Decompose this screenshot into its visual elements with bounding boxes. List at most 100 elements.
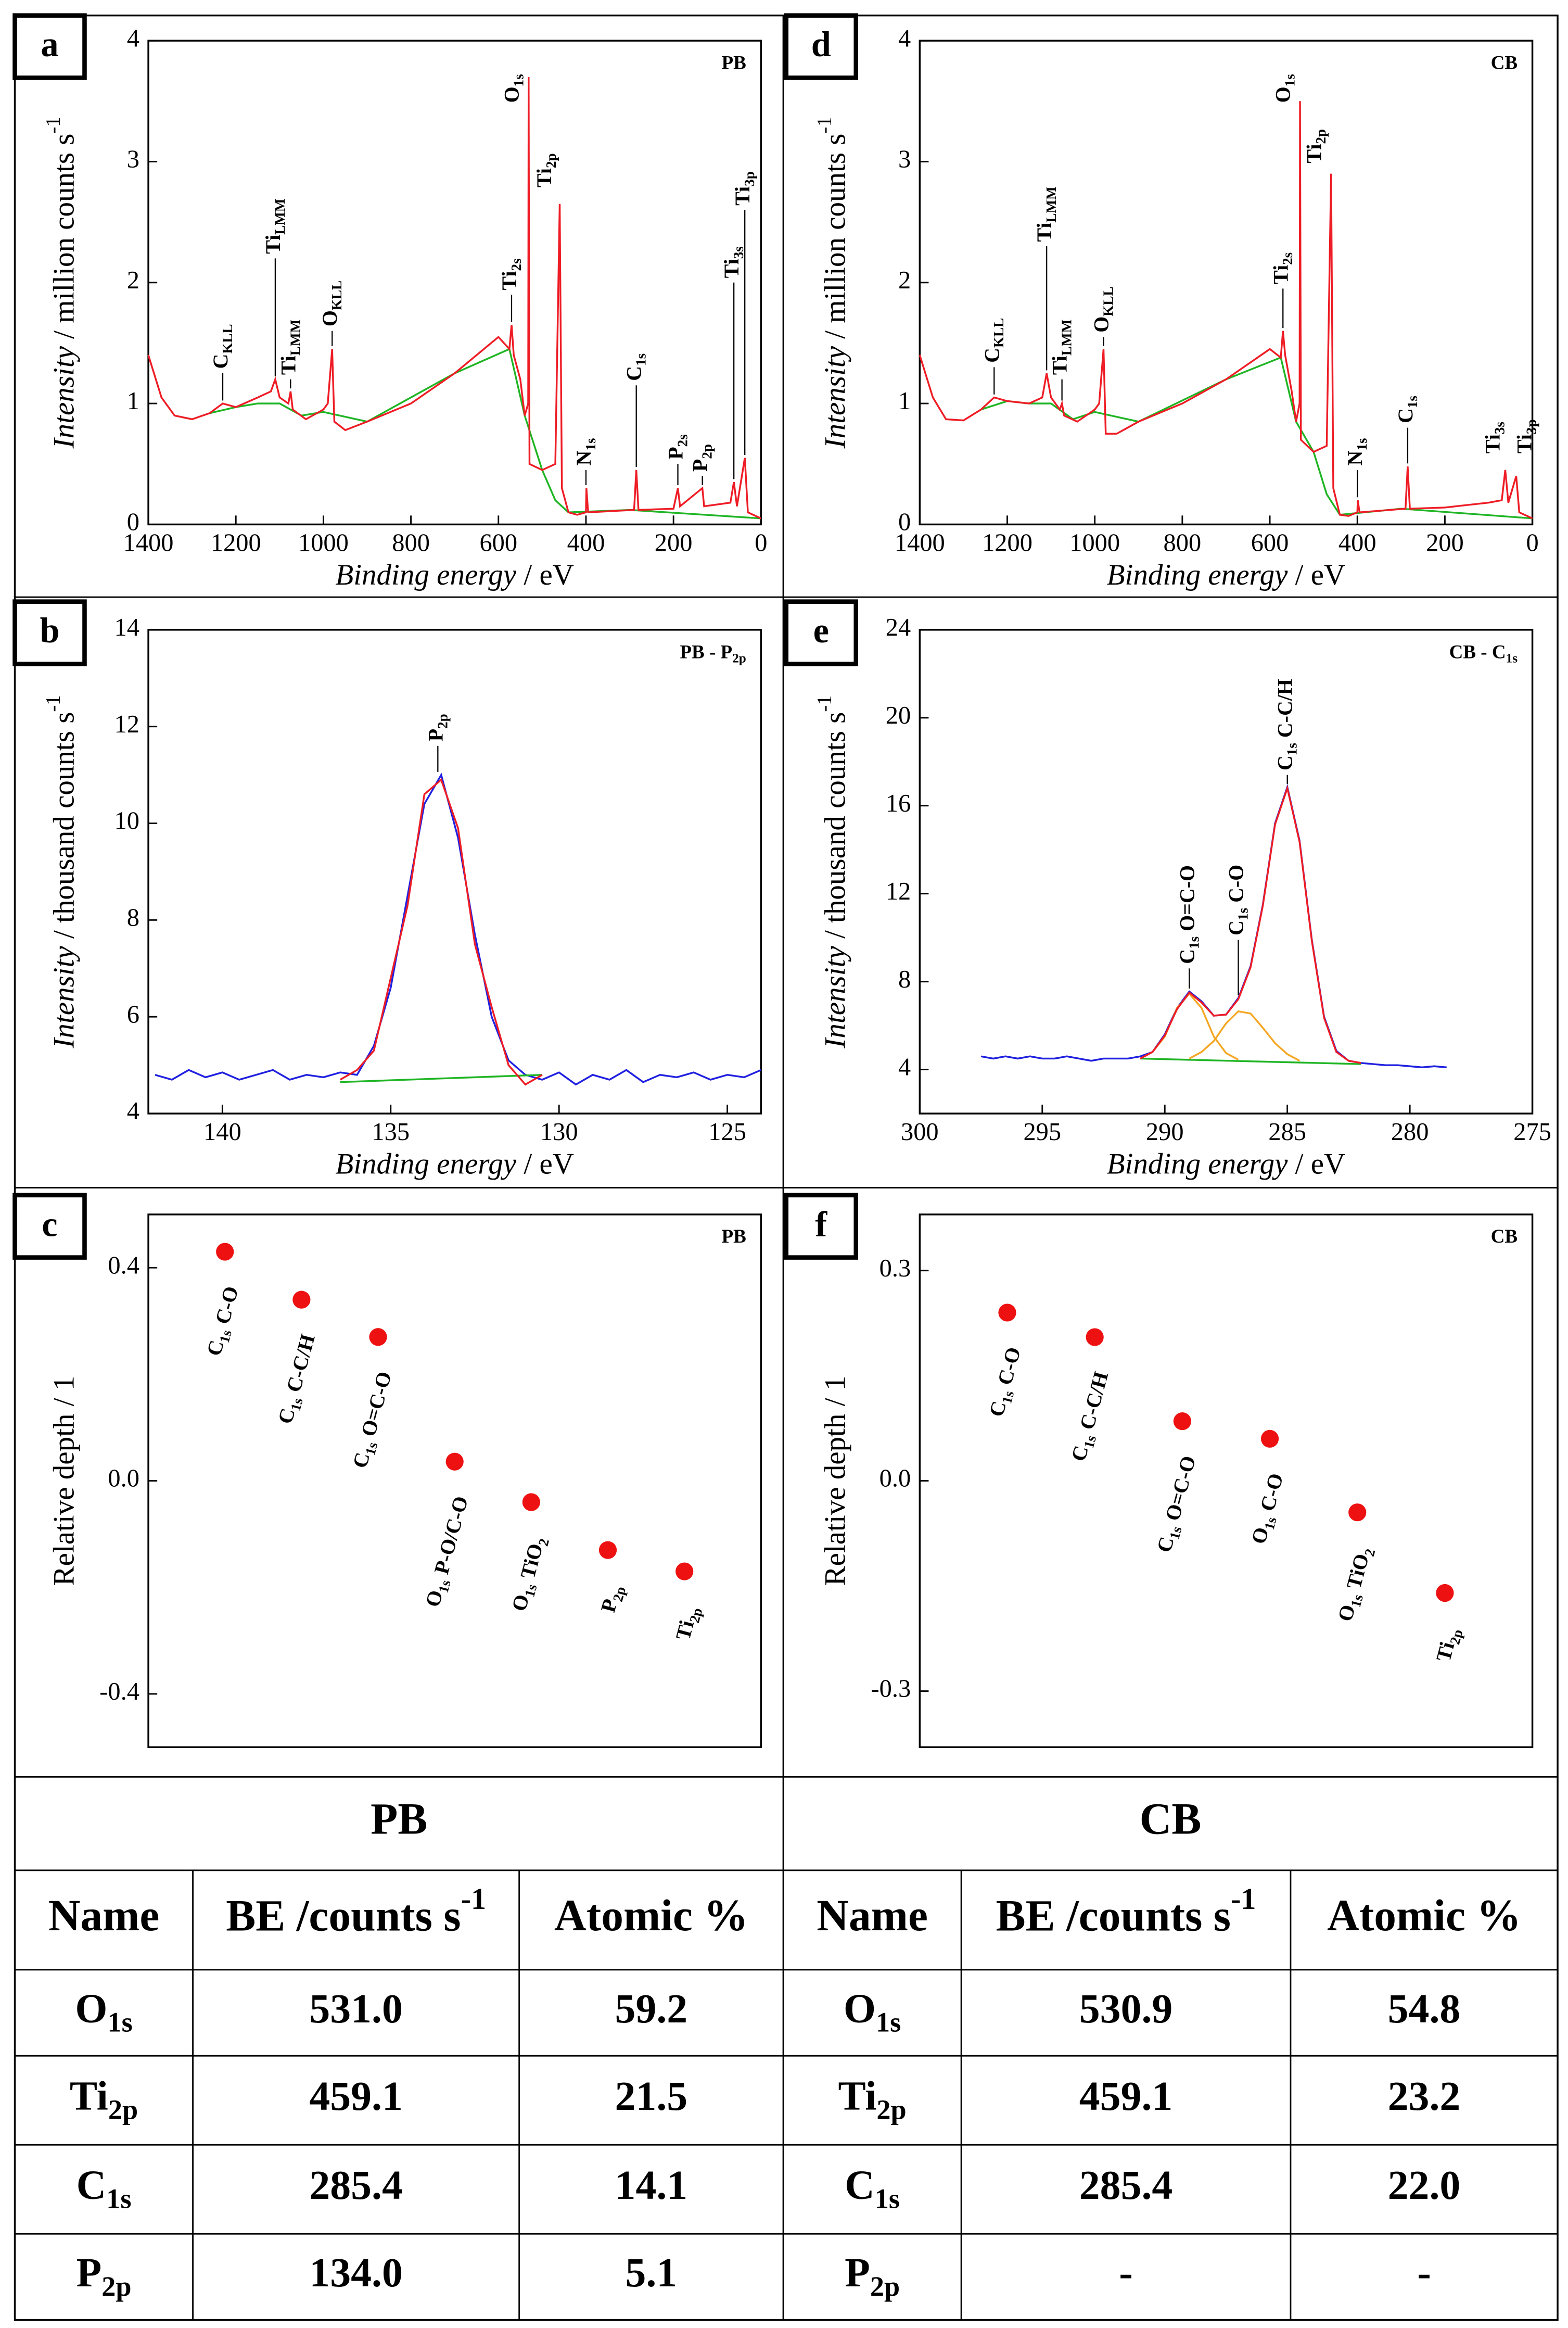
text-part: Intensity (47, 946, 80, 1049)
text-part: O (75, 1986, 107, 2032)
table-cell: O1s (75, 1986, 132, 2038)
y-tick-label: 8 (127, 904, 139, 931)
text-part: 1s (1506, 651, 1518, 665)
text-part: 1s (633, 353, 649, 366)
y-tick-label: 0.0 (108, 1465, 139, 1492)
text-part: KLL (220, 324, 235, 353)
x-tick-label: 800 (392, 529, 430, 556)
spectrum-line (155, 773, 761, 1086)
x-tick-label: 285 (1268, 1118, 1306, 1146)
text-part: Ti (1032, 223, 1056, 242)
x-axis-label: Binding energy / eV (335, 559, 574, 591)
text-part: 2p (1313, 129, 1329, 144)
peak-label: Ti3p (731, 171, 757, 206)
text-part: 2p (610, 1585, 629, 1603)
text-part: 3s (731, 246, 746, 259)
x-tick-label: 1400 (123, 529, 174, 556)
table-cell: 5.1 (626, 2250, 678, 2296)
text-part: C (1394, 408, 1417, 423)
y-tick-label: 1 (127, 387, 139, 415)
x-axis-label: Binding energy / eV (1107, 1148, 1346, 1181)
spectrum-line (1140, 1057, 1361, 1065)
peak-label: Ti2s (498, 258, 524, 290)
text-part: 3s (1492, 422, 1508, 434)
peak-label: TiLMM (261, 198, 288, 254)
peak-label: N1s (1343, 438, 1370, 465)
text-part: 1s (107, 2007, 132, 2038)
panel-tag: b (40, 611, 59, 650)
table-cell: 59.2 (615, 1986, 688, 2032)
category-label: Ti2p (1432, 1625, 1466, 1665)
y-tick-label: 12 (886, 878, 911, 905)
x-tick-label: 400 (1338, 529, 1376, 556)
peak-label: Ti2s (1269, 252, 1295, 284)
plot-frame (147, 629, 762, 1115)
x-tick-label: 600 (1251, 529, 1289, 556)
point (445, 1452, 464, 1471)
x-tick-label: 140 (203, 1118, 241, 1146)
x-axis-label: Binding energy / eV (1107, 559, 1346, 591)
text-part: 2p (732, 651, 746, 665)
corner-label: CB (1491, 52, 1518, 73)
text-part: 1s (106, 2183, 131, 2215)
y-tick-label: 0 (127, 509, 139, 536)
table-cell: 530.9 (1079, 1986, 1173, 2032)
table-cell: 134.0 (309, 2250, 403, 2296)
text-part: Ti (261, 235, 285, 254)
y-tick-label: 2 (898, 267, 911, 294)
text-part: KLL (991, 318, 1006, 348)
corner-label: PB (721, 1226, 746, 1247)
text-part: / eV (1287, 1148, 1345, 1181)
panel-tag-box (12, 1193, 87, 1260)
point (1348, 1503, 1367, 1522)
x-tick-label: 125 (708, 1118, 746, 1146)
table-title: CB (1140, 1795, 1202, 1844)
spectrum-line (1189, 1010, 1301, 1062)
y-tick-label: -0.3 (871, 1675, 911, 1703)
text-part: N (1343, 450, 1367, 465)
peak-label: TiLMM (1032, 186, 1059, 242)
text-part: 2s (508, 258, 524, 271)
table-cell: - (1119, 2250, 1133, 2296)
y-axis-label: Intensity / million counts s-1 (813, 117, 852, 449)
peak-label: TiLMM (277, 320, 303, 375)
x-tick-label: 130 (540, 1118, 578, 1146)
table-cell: - (1417, 2250, 1431, 2296)
table-cell: 14.1 (615, 2162, 688, 2208)
text-part: Intensity (819, 946, 852, 1049)
text-part: Ti (532, 168, 556, 187)
table-header: BE /counts s-1 (226, 1882, 486, 1940)
table-cell: Ti2p (70, 2073, 138, 2125)
spectrum-line (339, 778, 543, 1086)
table-header: Atomic % (554, 1891, 748, 1940)
text-part: 1s (1187, 937, 1202, 949)
panel-tag: f (815, 1204, 827, 1244)
x-tick-label: 300 (901, 1118, 939, 1146)
y-axis-label: Intensity / thousand counts s-1 (813, 695, 852, 1048)
text-part: / million counts s (819, 134, 852, 347)
table-cell: O1s (844, 1986, 901, 2038)
text-part: / thousand counts s (819, 712, 852, 946)
text-part: O (1271, 86, 1295, 103)
text-part: C (77, 2162, 107, 2208)
text-part: 1s (876, 2007, 901, 2038)
peak-label: C1s O=C-O (1175, 865, 1202, 964)
table-cell: Ti2p (838, 2073, 906, 2125)
table-cell: P2p (76, 2250, 131, 2302)
text-part: Ti (498, 271, 521, 290)
text-part: KLL (329, 281, 345, 310)
panel-tag: a (41, 24, 58, 64)
text-part: C-O (1225, 865, 1248, 908)
text-part: O (500, 86, 523, 103)
x-tick-label: 1400 (895, 529, 945, 556)
text-part: P (76, 2250, 101, 2296)
text-part: 2p (870, 2271, 900, 2302)
text-part: Ti (1513, 434, 1536, 453)
y-tick-label: 3 (898, 146, 911, 173)
text-part: 3p (1524, 419, 1539, 434)
text-part: 1s (1405, 396, 1420, 408)
text-part: Binding energy (335, 559, 516, 591)
point (598, 1541, 617, 1559)
text-part: Intensity (47, 346, 80, 449)
text-part: Ti (838, 2073, 876, 2119)
